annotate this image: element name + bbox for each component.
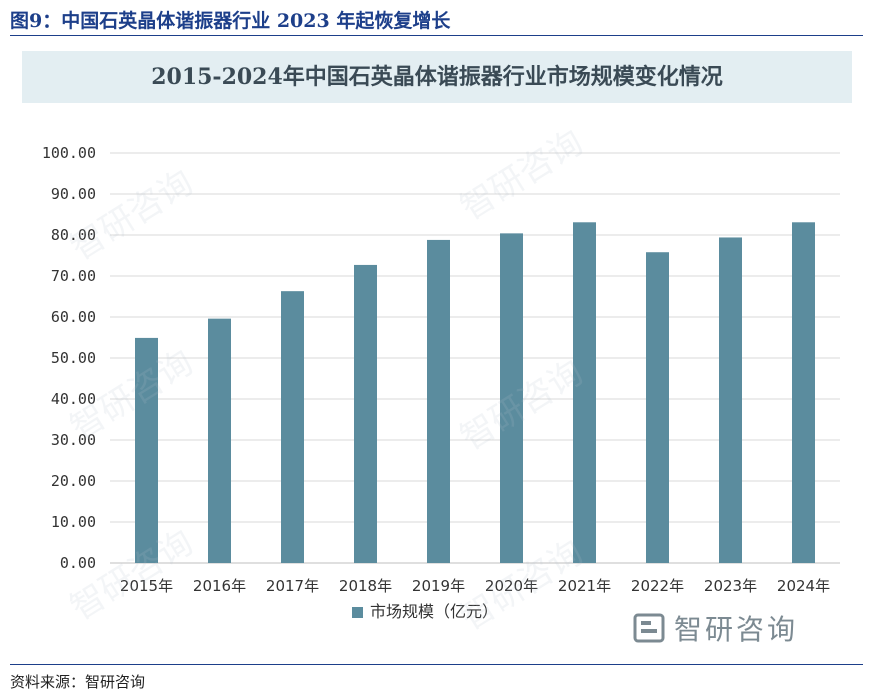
bar [646, 252, 669, 563]
y-tick-label: 40.00 [51, 390, 96, 408]
top-rule [10, 35, 863, 36]
source-note: 资料来源：智研咨询 [10, 671, 145, 692]
y-tick-label: 90.00 [51, 185, 96, 203]
chart-title-banner: 2015-2024年中国石英晶体谐振器行业市场规模变化情况 [22, 51, 852, 103]
figure-title: 图9：中国石英晶体谐振器行业 2023 年起恢复增长 [10, 10, 451, 32]
bottom-rule [10, 664, 863, 665]
y-tick-label: 20.00 [51, 472, 96, 490]
bar [719, 237, 742, 563]
x-tick-label: 2022年 [631, 577, 684, 595]
x-tick-label: 2016年 [193, 577, 246, 595]
x-tick-label: 2021年 [558, 577, 611, 595]
y-tick-label: 60.00 [51, 308, 96, 326]
y-tick-label: 100.00 [42, 144, 96, 162]
y-tick-label: 0.00 [60, 554, 96, 572]
y-tick-label: 10.00 [51, 513, 96, 531]
y-tick-label: 80.00 [51, 226, 96, 244]
y-tick-label: 70.00 [51, 267, 96, 285]
bar [281, 291, 304, 563]
bar [427, 239, 450, 564]
x-tick-label: 2015年 [120, 577, 173, 595]
zhiyan-logo-icon [633, 613, 665, 643]
bar [573, 222, 596, 564]
bar [135, 337, 158, 563]
x-tick-label: 2024年 [777, 577, 830, 595]
legend-swatch [352, 607, 363, 618]
bar-chart: 0.00 10.00 20.00 30.00 40.00 50.00 60.00 70.00 8… [42, 144, 840, 621]
chart-container: 2015-2024年中国石英晶体谐振器行业市场规模变化情况 0.00 10.00 2… [22, 48, 852, 660]
y-tick-label: 50.00 [51, 349, 96, 367]
bar [354, 264, 377, 563]
source-label: 资料来源： [10, 673, 86, 691]
bar [208, 318, 231, 563]
x-tick-label: 2017年 [266, 577, 319, 595]
brand-name: 智研咨询 [674, 613, 799, 646]
x-tick-label: 2023年 [704, 577, 757, 595]
y-tick-label: 30.00 [51, 431, 96, 449]
x-tick-label: 2020年 [485, 577, 538, 595]
legend-label: 市场规模（亿元） [370, 602, 498, 621]
bar [792, 222, 815, 564]
brand-logo: 智研咨询 [632, 611, 799, 646]
x-tick-label: 2019年 [412, 577, 465, 595]
source-value: 智研咨询 [85, 673, 146, 691]
bar [500, 233, 523, 564]
chart-title: 2015-2024年中国石英晶体谐振器行业市场规模变化情况 [151, 64, 723, 90]
x-tick-label: 2018年 [339, 577, 392, 595]
